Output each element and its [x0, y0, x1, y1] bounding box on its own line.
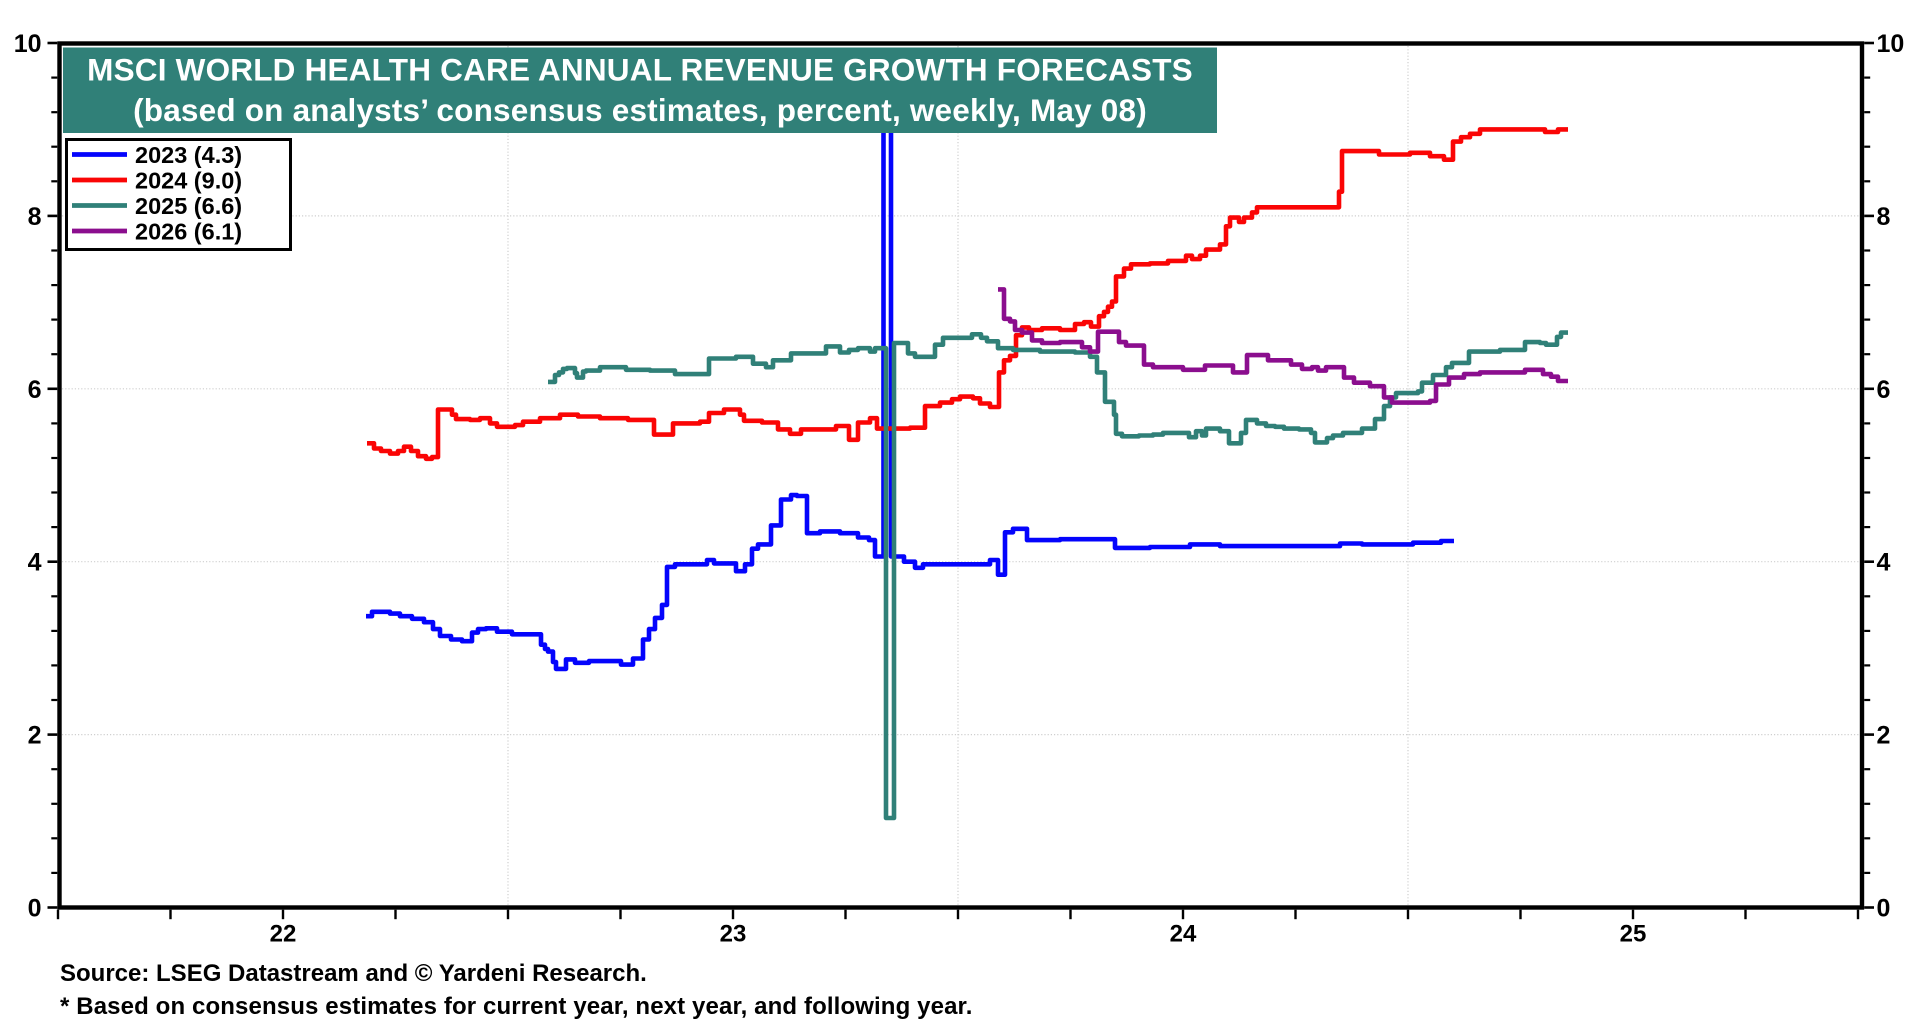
svg-text:23: 23 [720, 921, 747, 948]
svg-text:10: 10 [14, 30, 42, 58]
svg-text:MSCI WORLD HEALTH CARE ANNUAL: MSCI WORLD HEALTH CARE ANNUAL REVENUE GR… [87, 52, 1193, 88]
svg-text:0: 0 [1877, 895, 1891, 923]
svg-text:2: 2 [28, 722, 42, 750]
svg-text:4: 4 [1877, 549, 1891, 577]
svg-text:2023 (4.3): 2023 (4.3) [135, 142, 242, 168]
svg-text:8: 8 [28, 203, 42, 231]
svg-text:24: 24 [1170, 921, 1197, 948]
svg-text:10: 10 [1877, 30, 1905, 58]
svg-text:* Based on consensus estimates: * Based on consensus estimates for curre… [60, 993, 972, 1020]
svg-text:2024 (9.0): 2024 (9.0) [135, 167, 242, 193]
svg-text:Source: LSEG Datastream and ©: Source: LSEG Datastream and © Yardeni Re… [60, 960, 647, 987]
svg-text:2026 (6.1): 2026 (6.1) [135, 218, 242, 244]
svg-text:0: 0 [28, 895, 42, 923]
svg-text:4: 4 [28, 549, 42, 577]
svg-text:25: 25 [1620, 921, 1647, 948]
svg-text:2025 (6.6): 2025 (6.6) [135, 193, 242, 219]
svg-text:22: 22 [270, 921, 297, 948]
svg-text:(based on analysts’ consensus: (based on analysts’ consensus estimates,… [133, 92, 1147, 128]
svg-text:6: 6 [28, 376, 42, 404]
svg-text:8: 8 [1877, 203, 1891, 231]
svg-text:2: 2 [1877, 722, 1891, 750]
svg-text:6: 6 [1877, 376, 1891, 404]
